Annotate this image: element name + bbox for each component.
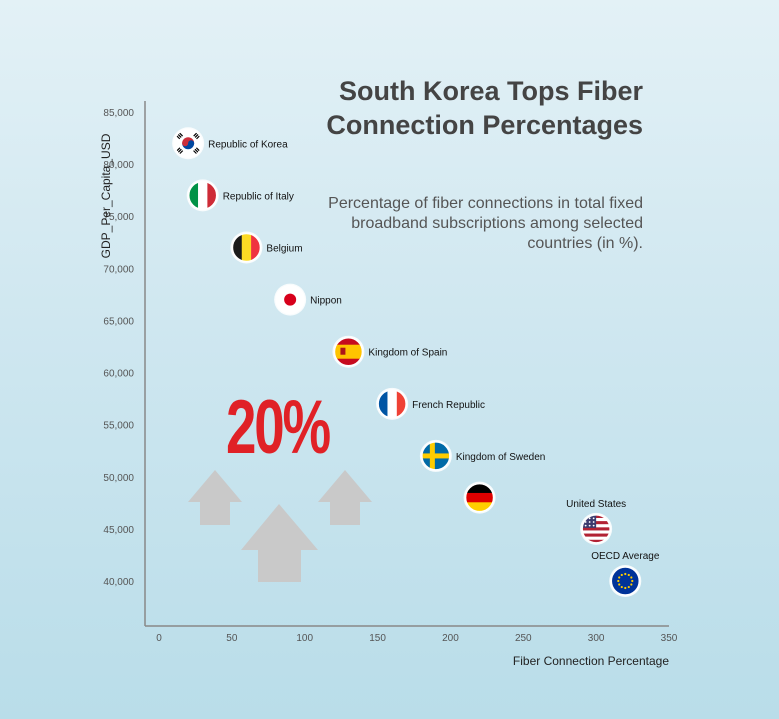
data-point: Nippon	[274, 283, 342, 316]
y-tick-label: 85,000	[103, 108, 134, 119]
japan-flag-icon	[276, 285, 305, 314]
highlight-stat: 20%	[226, 385, 331, 470]
point-label: Republic of Korea	[208, 139, 288, 150]
data-point: Republic of Italy	[186, 179, 294, 212]
x-tick-label: 300	[588, 633, 605, 644]
point-label: Kingdom of Spain	[368, 348, 447, 359]
eu-flag-icon	[611, 567, 640, 595]
point-label: United States	[566, 499, 626, 510]
data-point: OECD Average	[591, 551, 660, 597]
y-tick-label: 50,000	[103, 473, 134, 484]
point-label: Kingdom of Sweden	[456, 452, 546, 463]
data-point: United States	[566, 499, 626, 545]
korea-flag-icon	[174, 129, 203, 158]
y-tick-label: 65,000	[103, 316, 134, 327]
chart-title: South Korea Tops Fiber Connection Percen…	[326, 76, 643, 140]
y-tick-label: 45,000	[103, 525, 134, 536]
data-point: Kingdom of Sweden	[419, 439, 546, 472]
y-tick-label: 80,000	[103, 160, 134, 171]
data-point: Belgium	[230, 231, 303, 264]
data-point: French Republic	[376, 387, 485, 420]
point-label: OECD Average	[591, 551, 660, 562]
y-axis-label: GDP_Per_Capita_USD	[99, 133, 113, 258]
x-tick-label: 150	[369, 633, 386, 644]
y-tick-label: 55,000	[103, 421, 134, 432]
x-tick-label: 100	[296, 633, 313, 644]
decorative-arrows	[188, 470, 372, 582]
y-tick-label: 60,000	[103, 369, 134, 380]
point-label: Belgium	[266, 243, 302, 254]
data-point: Republic of Korea	[172, 127, 288, 160]
data-point: Kingdom of Spain	[332, 335, 447, 368]
y-tick-label: 40,000	[103, 577, 134, 588]
y-tick-label: 75,000	[103, 212, 134, 223]
x-tick-label: 250	[515, 633, 532, 644]
x-tick-label: 350	[661, 633, 678, 644]
sweden-flag-icon	[421, 441, 450, 470]
point-label: Republic of Italy	[223, 191, 294, 202]
up-arrow-small-right	[318, 470, 372, 525]
x-tick-label: 0	[156, 633, 162, 644]
belgium-flag-icon	[232, 233, 261, 262]
point-label: French Republic	[412, 400, 485, 411]
france-flag-icon	[378, 389, 407, 418]
y-tick-label: 70,000	[103, 264, 134, 275]
usa-flag-icon	[582, 514, 611, 543]
x-axis-label: Fiber Connection Percentage	[513, 654, 669, 668]
data-point	[463, 481, 496, 514]
up-arrow-large	[241, 504, 318, 582]
x-tick-label: 200	[442, 633, 459, 644]
germany-flag-icon	[465, 483, 494, 512]
x-tick-label: 50	[226, 633, 238, 644]
up-arrow-small-left	[188, 470, 242, 525]
italy-flag-icon	[188, 181, 217, 210]
spain-flag-icon	[334, 337, 363, 366]
chart-subtitle: Percentage of fiber connections in total…	[328, 195, 643, 252]
point-label: Nippon	[310, 296, 342, 307]
